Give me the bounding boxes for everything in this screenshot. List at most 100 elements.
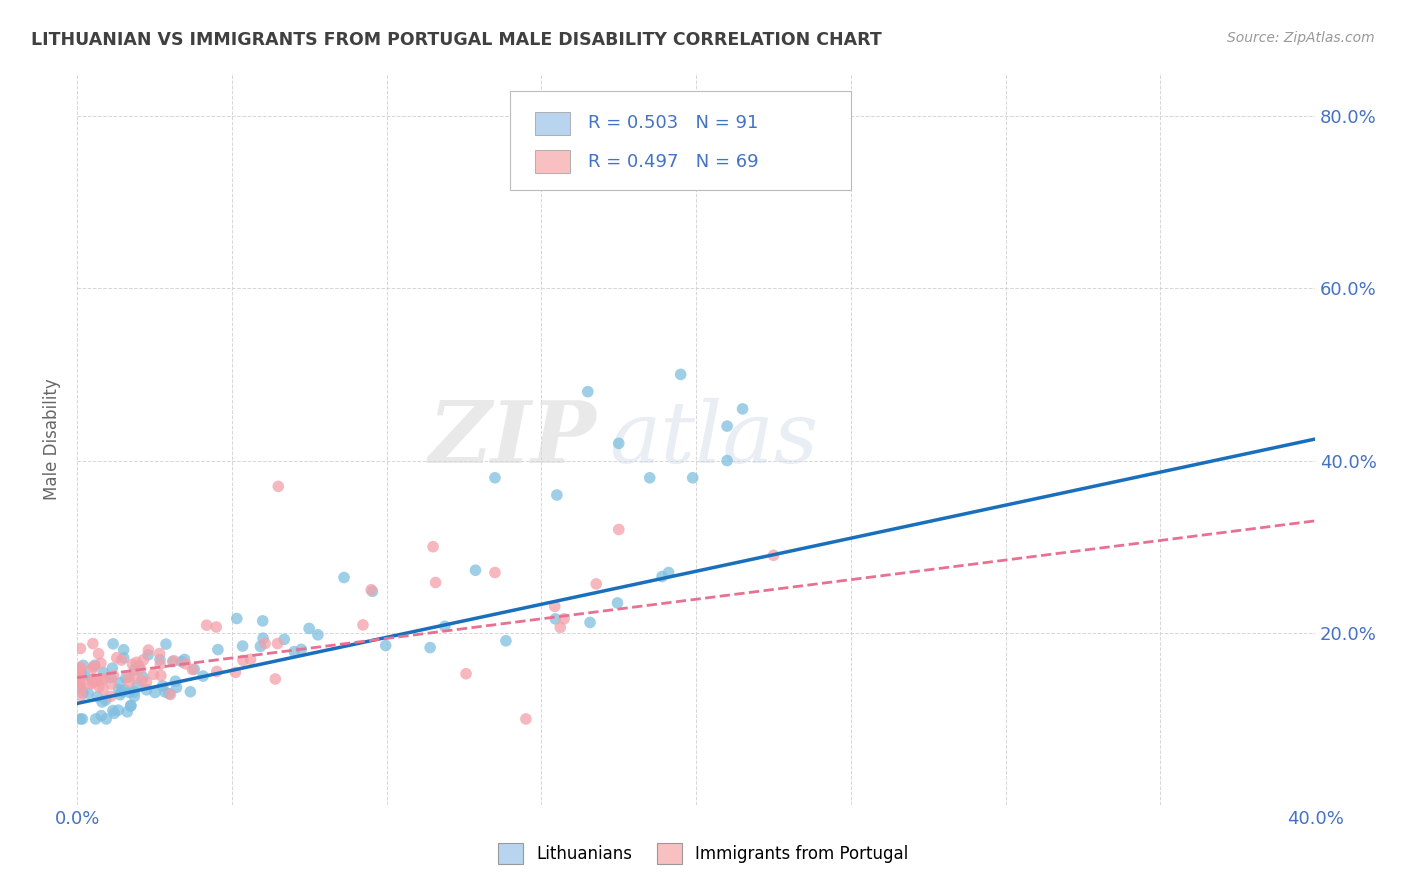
Point	[195, 618, 218, 632]
Point	[454, 666, 477, 681]
Point	[232, 653, 254, 667]
Point	[464, 563, 486, 577]
Point	[484, 566, 506, 580]
Point	[544, 599, 567, 614]
Point	[70, 681, 93, 696]
Point	[103, 706, 125, 721]
Point	[174, 657, 197, 671]
Point	[333, 570, 356, 584]
Point	[495, 633, 517, 648]
Point	[669, 368, 692, 382]
Point	[283, 645, 305, 659]
Point	[82, 675, 104, 690]
Point	[118, 675, 141, 690]
Text: atlas: atlas	[609, 398, 818, 481]
Point	[360, 582, 382, 597]
Point	[112, 642, 135, 657]
Point	[118, 685, 141, 699]
Point	[132, 670, 155, 684]
Point	[69, 661, 91, 675]
Point	[82, 661, 104, 675]
Point	[181, 663, 204, 677]
Point	[87, 680, 110, 694]
Point	[107, 682, 129, 697]
Point	[80, 677, 103, 691]
Point	[91, 682, 114, 697]
Point	[422, 540, 444, 554]
Text: Source: ZipAtlas.com: Source: ZipAtlas.com	[1227, 31, 1375, 45]
Text: R = 0.503   N = 91: R = 0.503 N = 91	[589, 114, 759, 132]
Point	[69, 663, 91, 677]
Point	[267, 479, 290, 493]
Point	[118, 670, 141, 684]
Point	[136, 648, 159, 662]
Point	[129, 662, 152, 676]
Point	[120, 699, 142, 714]
Point	[122, 667, 145, 681]
Point	[138, 643, 160, 657]
Point	[239, 652, 262, 666]
Point	[166, 681, 188, 695]
Point	[90, 708, 112, 723]
Point	[425, 575, 447, 590]
Point	[121, 657, 143, 672]
Point	[108, 676, 131, 690]
Point	[162, 655, 184, 669]
Point	[86, 673, 108, 688]
Point	[606, 596, 628, 610]
Point	[93, 665, 115, 680]
Point	[224, 665, 246, 680]
Point	[72, 658, 94, 673]
Point	[128, 658, 150, 673]
Point	[83, 672, 105, 686]
Point	[273, 632, 295, 647]
Point	[607, 523, 630, 537]
Point	[125, 678, 148, 692]
Point	[131, 673, 153, 688]
Legend: Lithuanians, Immigrants from Portugal: Lithuanians, Immigrants from Portugal	[491, 837, 915, 871]
Point	[153, 685, 176, 699]
Point	[716, 419, 738, 434]
Point	[149, 653, 172, 667]
Point	[149, 657, 172, 672]
Point	[132, 653, 155, 667]
Point	[298, 621, 321, 635]
Point	[70, 689, 93, 703]
Point	[207, 642, 229, 657]
Point	[546, 488, 568, 502]
Point	[157, 687, 180, 701]
Point	[69, 680, 91, 694]
Point	[179, 684, 201, 698]
Point	[149, 668, 172, 682]
Point	[290, 642, 312, 657]
Point	[165, 674, 187, 689]
Point	[101, 637, 124, 651]
Point	[103, 669, 125, 683]
Point	[731, 401, 754, 416]
Point	[72, 712, 94, 726]
Point	[72, 686, 94, 700]
Point	[170, 655, 193, 669]
Bar	[536, 150, 569, 173]
Point	[173, 652, 195, 666]
Point	[264, 672, 287, 686]
Point	[232, 639, 254, 653]
Point	[682, 471, 704, 485]
Point	[159, 688, 181, 702]
Bar	[536, 112, 569, 136]
Point	[69, 675, 91, 690]
Point	[544, 612, 567, 626]
Point	[120, 698, 142, 713]
Point	[101, 704, 124, 718]
Point	[585, 577, 607, 591]
Point	[108, 688, 131, 702]
Point	[135, 675, 157, 690]
Point	[100, 690, 122, 704]
Point	[191, 669, 214, 683]
Point	[352, 618, 374, 632]
Point	[110, 653, 132, 667]
Point	[638, 471, 661, 485]
Point	[84, 712, 107, 726]
Point	[82, 636, 104, 650]
Point	[731, 178, 754, 192]
